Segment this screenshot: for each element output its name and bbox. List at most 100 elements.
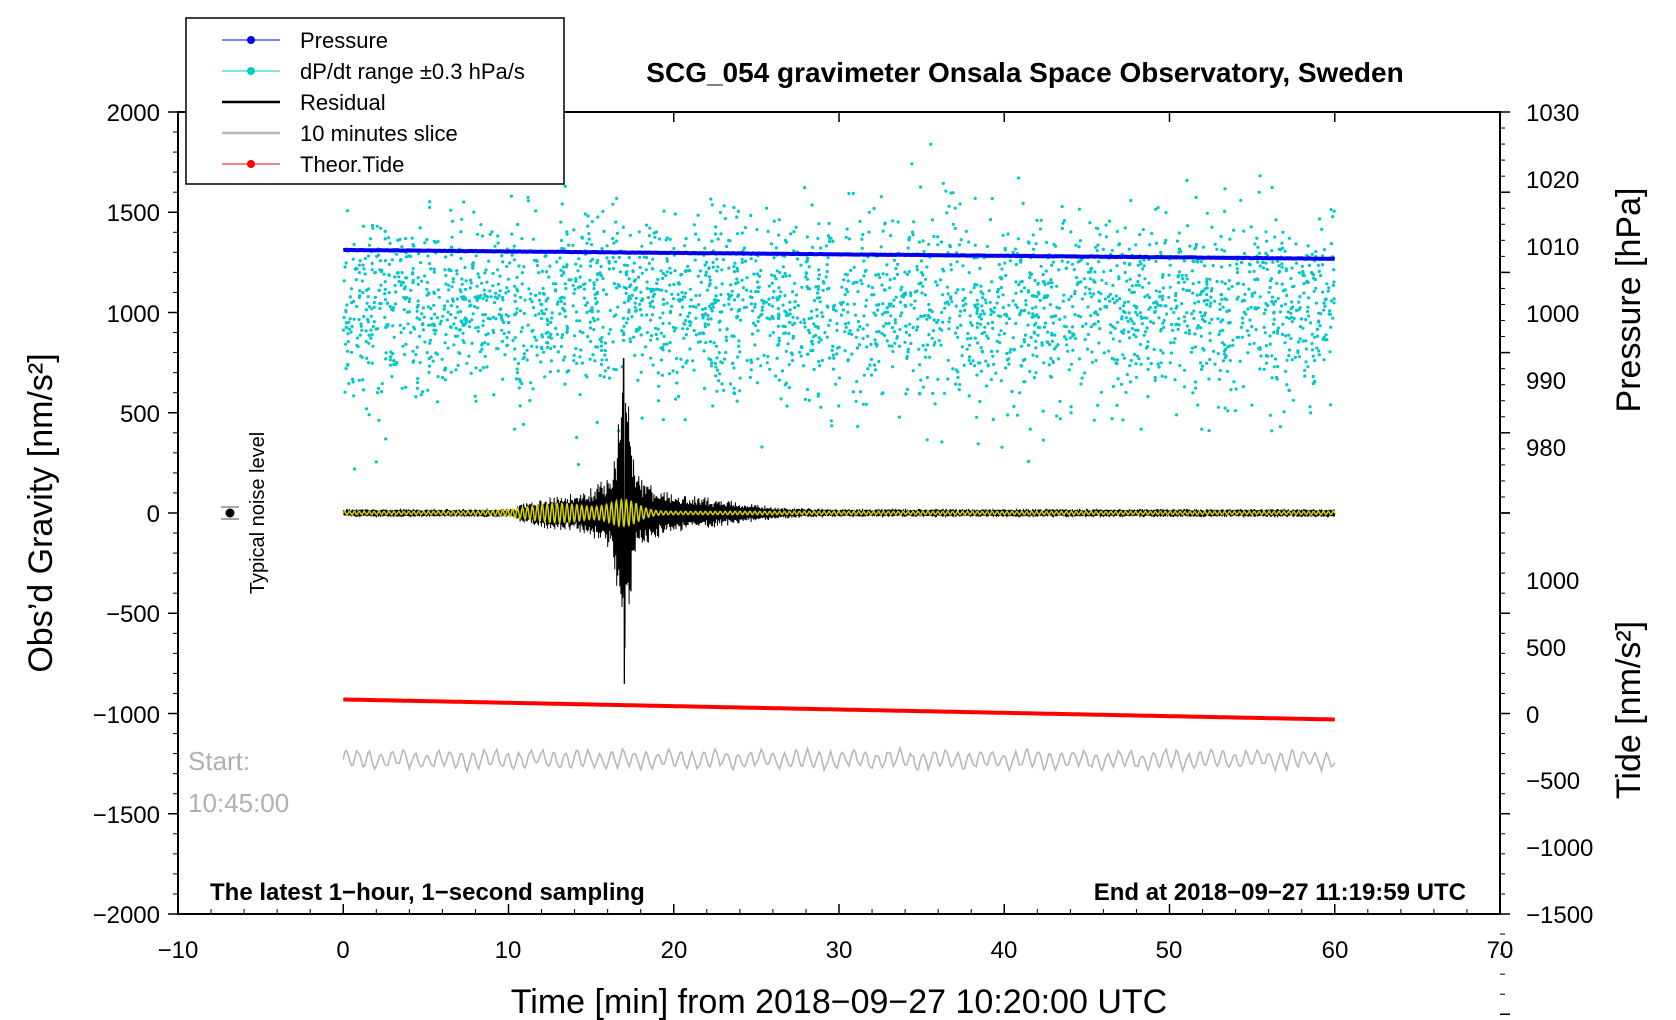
dpdt-point: [757, 274, 762, 278]
dpdt-point: [1329, 242, 1333, 246]
dpdt-point: [1180, 273, 1184, 277]
dpdt-point: [575, 319, 579, 323]
dpdt-point: [539, 360, 543, 364]
dpdt-point: [1253, 291, 1257, 295]
dpdt-point: [1332, 280, 1336, 284]
dpdt-point: [1008, 259, 1012, 263]
dpdt-point: [1014, 291, 1018, 295]
dpdt-point: [624, 273, 629, 277]
dpdt-point: [357, 378, 361, 382]
dpdt-point: [419, 393, 423, 397]
dpdt-point: [1006, 413, 1010, 417]
dpdt-point: [384, 437, 388, 441]
dpdt-point: [638, 302, 642, 306]
dpdt-point: [471, 263, 475, 267]
dpdt-point: [585, 301, 589, 305]
dpdt-point: [1313, 335, 1317, 339]
dpdt-point: [463, 316, 467, 320]
dpdt-point: [1132, 333, 1136, 337]
dpdt-point: [1239, 260, 1244, 264]
dpdt-point: [966, 337, 970, 341]
dpdt-point: [367, 333, 371, 337]
dpdt-point: [555, 302, 560, 306]
dpdt-point: [647, 234, 652, 238]
dpdt-point: [684, 333, 689, 337]
dpdt-point: [478, 350, 482, 354]
dpdt-point: [1042, 325, 1046, 329]
dpdt-point: [882, 324, 886, 328]
dpdt-point: [403, 285, 407, 289]
dpdt-point: [891, 219, 895, 223]
dpdt-point: [461, 338, 465, 343]
dpdt-point: [803, 321, 807, 325]
dpdt-point: [449, 304, 453, 308]
dpdt-point: [476, 272, 480, 276]
dpdt-point: [513, 427, 517, 431]
dpdt-point: [535, 264, 540, 268]
dpdt-point: [525, 358, 529, 362]
dpdt-point: [517, 264, 521, 268]
dpdt-point: [930, 310, 934, 314]
dpdt-point: [522, 344, 526, 348]
dpdt-point: [1331, 316, 1335, 320]
dpdt-point: [1202, 348, 1206, 352]
dpdt-point: [720, 268, 724, 272]
pressure-line: [343, 247, 1336, 261]
dpdt-point: [919, 259, 924, 263]
dpdt-point: [661, 276, 665, 280]
dpdt-point: [341, 328, 345, 332]
dpdt-point: [515, 367, 519, 371]
dpdt-point: [941, 267, 945, 271]
dpdt-point: [345, 209, 350, 213]
dpdt-point: [727, 238, 731, 243]
dpdt-point: [834, 309, 838, 313]
dpdt-point: [474, 326, 478, 330]
dpdt-point: [1037, 292, 1041, 296]
dpdt-point: [500, 328, 504, 332]
dpdt-point: [1154, 207, 1158, 211]
dpdt-point: [823, 330, 827, 335]
dpdt-point: [1047, 363, 1051, 367]
dpdt-point: [903, 270, 907, 274]
dpdt-point: [534, 338, 538, 342]
dpdt-point: [906, 350, 910, 354]
dpdt-point: [915, 268, 920, 272]
dpdt-point: [1212, 349, 1216, 353]
dpdt-point: [354, 278, 358, 282]
dpdt-point: [795, 316, 800, 320]
dpdt-point: [1293, 355, 1297, 359]
dpdt-point: [991, 326, 995, 330]
dpdt-point: [578, 355, 582, 359]
dpdt-point: [1299, 317, 1304, 321]
dpdt-point: [623, 263, 627, 267]
dpdt-point: [960, 345, 965, 349]
dpdt-point: [633, 305, 637, 309]
dpdt-point: [402, 308, 406, 312]
dpdt-point: [559, 238, 564, 243]
dpdt-point: [621, 225, 626, 229]
dpdt-point: [683, 418, 687, 422]
dpdt-point: [1078, 259, 1082, 263]
dpdt-point: [1301, 269, 1305, 274]
dpdt-point: [988, 300, 992, 304]
dpdt-point: [1200, 314, 1204, 318]
dpdt-point: [364, 308, 368, 312]
dpdt-point: [1111, 337, 1115, 341]
dpdt-point: [647, 261, 651, 265]
dpdt-point: [1140, 322, 1144, 326]
dpdt-point: [1113, 326, 1117, 330]
dpdt-point: [641, 298, 645, 302]
dpdt-point: [475, 284, 479, 288]
dpdt-point: [1159, 250, 1163, 255]
dpdt-point: [776, 307, 781, 311]
dpdt-point: [957, 243, 962, 247]
dpdt-point: [896, 262, 900, 266]
dpdt-point: [626, 299, 630, 303]
dpdt-point: [1194, 195, 1198, 199]
dpdt-point: [1011, 250, 1015, 254]
dpdt-point: [414, 395, 418, 399]
dpdt-point: [894, 267, 898, 271]
dpdt-point: [588, 357, 592, 361]
dpdt-point: [720, 282, 724, 286]
dpdt-point: [831, 344, 835, 348]
